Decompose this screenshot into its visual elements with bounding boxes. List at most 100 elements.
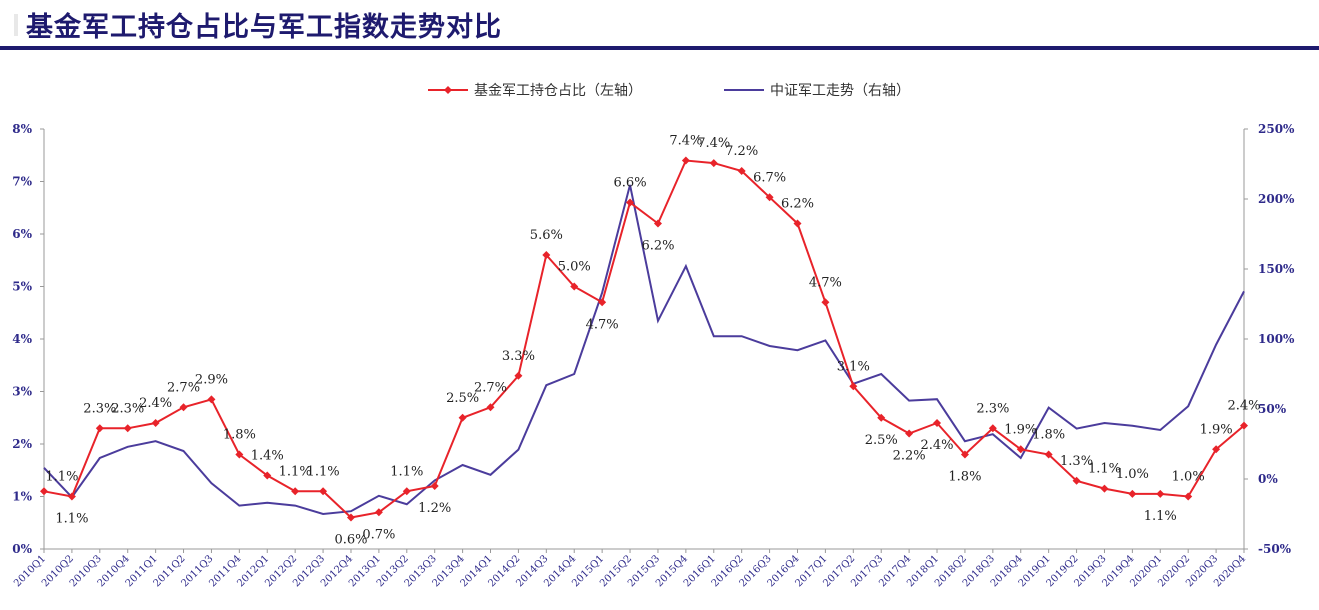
holding-point-marker [1016,445,1025,454]
holding-data-label: 5.6% [530,228,563,243]
holding-data-label: 7.2% [725,144,758,159]
holding-data-label: 1.1% [55,512,88,527]
right-tick-label: 0% [1258,472,1278,486]
holding-data-label: 6.2% [641,239,674,254]
legend-label-fund-holding: 基金军工持仓占比（左轴） [474,82,642,99]
left-tick-label: 2% [12,437,32,451]
holding-data-label: 2.7% [474,380,507,395]
holding-point-marker [263,471,272,480]
holding-data-label: 1.2% [418,501,451,516]
left-tick-label: 1% [12,490,32,504]
right-tick-label: 150% [1258,262,1295,276]
right-tick-label: -50% [1258,542,1292,556]
holding-point-marker [626,198,635,207]
data-labels: 1.1%2.3%2.3%2.4%2.7%2.9%1.8%1.4%1.1%1.1%… [45,134,1260,548]
holding-point-marker [123,424,132,433]
holding-point-marker [319,487,328,496]
holding-data-label: 2.7% [167,380,200,395]
holding-data-label: 2.5% [865,433,898,448]
holding-point-marker [458,413,467,422]
holding-data-label: 1.1% [1088,462,1121,477]
holding-point-marker [1156,489,1165,498]
right-tick-label: 50% [1258,402,1287,416]
holding-point-marker [570,282,579,291]
series-line-military-index [43,184,1245,516]
holding-point-marker [793,219,802,228]
holding-data-label: 1.1% [1144,509,1177,524]
holding-point-marker [1072,476,1081,485]
holding-data-label: 2.3% [111,401,144,416]
markers [40,156,1248,522]
holding-point-marker [151,419,160,427]
holding-data-label: 4.7% [586,317,619,332]
holding-data-label: 2.4% [139,396,172,411]
holding-point-marker [933,419,942,427]
holding-data-label: 1.8% [948,470,981,485]
holding-point-marker [765,193,774,202]
holding-point-marker [430,482,439,490]
holding-point-marker [988,424,997,433]
holding-point-marker [877,413,886,422]
holding-point-marker [40,487,48,496]
holding-point-marker [737,167,746,175]
left-tick-label: 8% [12,122,32,136]
report-header: 基金军工持仓占比与军工指数走势对比 [0,0,1319,52]
holding-point-marker [1100,484,1109,493]
holding-data-label: 2.3% [976,401,1009,416]
holding-point-marker [179,403,188,412]
left-tick-label: 0% [12,542,32,556]
left-tick-label: 4% [12,332,32,346]
holding-point-marker [1184,492,1193,501]
holding-data-label: 3.1% [837,359,870,374]
holding-point-marker [681,156,690,165]
holding-point-marker [821,298,830,307]
holding-data-label: 7.4% [669,134,702,149]
holding-point-marker [207,395,216,404]
holding-data-label: 2.2% [893,449,926,464]
right-tick-label: 200% [1258,192,1295,206]
holding-point-marker [402,487,411,496]
left-tick-label: 3% [12,385,32,399]
right-tick-label: 100% [1258,332,1295,346]
holding-data-label: 2.4% [1227,399,1260,414]
holding-point-marker [291,487,300,496]
holding-data-label: 1.9% [1200,422,1233,437]
holding-point-marker [1240,421,1248,430]
holding-point-marker [598,298,607,307]
holding-data-label: 5.0% [558,260,591,275]
holding-data-label: 1.0% [1116,467,1149,482]
legend-marker-fund-holding [444,86,452,94]
holding-data-label: 0.6% [334,533,367,548]
holding-data-label: 1.8% [1032,428,1065,443]
holding-data-label: 1.1% [45,470,78,485]
holding-point-marker [849,382,858,391]
holding-data-label: 4.7% [809,275,842,290]
header-accent [14,14,18,36]
holding-point-marker [905,429,914,438]
line-chart: 基金军工持仓占比（左轴） 中证军工走势（右轴） 0% 1% 2% 3% 4% 5% 6% 7% 8… [12,82,1295,589]
holding-data-label: 2.3% [83,401,116,416]
holding-data-label: 6.6% [614,176,647,191]
holding-data-label: 6.7% [753,170,786,185]
holding-point-marker [1212,445,1221,454]
axes: 0% 1% 2% 3% 4% 5% 6% 7% 8% -50% 0% 50% 100% 150% 200% 2… [12,122,1295,589]
left-tick-label: 5% [12,280,32,294]
holding-data-label: 1.0% [1172,470,1205,485]
holding-point-marker [514,371,523,380]
holding-point-marker [1044,450,1053,459]
holding-data-label: 1.1% [279,464,312,479]
holding-point-marker [67,492,76,501]
series-line-fund-holding [43,159,1245,519]
holding-data-label: 2.9% [195,372,228,387]
holding-point-marker [346,513,355,522]
holding-data-label: 2.4% [921,438,954,453]
holding-point-marker [486,403,495,412]
legend: 基金军工持仓占比（左轴） 中证军工走势（右轴） [428,82,910,99]
holding-data-label: 1.1% [390,464,423,479]
holding-data-label: 1.4% [251,449,284,464]
header-rule [0,46,1319,50]
left-tick-label: 6% [12,227,32,241]
holding-data-label: 3.3% [502,349,535,364]
holding-data-label: 1.3% [1060,454,1093,469]
left-tick-label: 7% [12,175,32,189]
